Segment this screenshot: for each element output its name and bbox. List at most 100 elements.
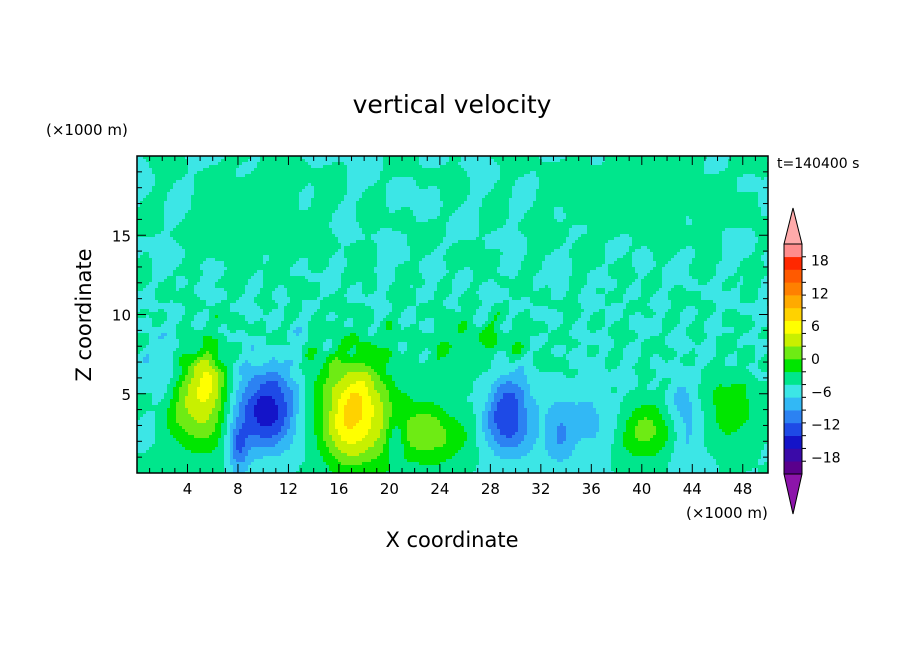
field-cell — [641, 165, 645, 169]
field-cell — [197, 192, 201, 196]
field-cell — [380, 213, 384, 217]
field-cell — [542, 192, 546, 196]
field-cell — [737, 222, 741, 226]
field-cell — [494, 225, 498, 229]
field-cell — [344, 168, 348, 172]
field-cell — [464, 168, 468, 172]
field-cell — [716, 165, 720, 169]
field-cell — [653, 222, 657, 226]
field-cell — [191, 180, 195, 184]
field-cell — [455, 216, 459, 220]
field-cell — [206, 204, 210, 208]
field-cell — [209, 204, 213, 208]
field-cell — [308, 207, 312, 211]
field-cell — [503, 195, 507, 199]
field-cell — [398, 195, 402, 199]
field-cell — [755, 207, 759, 211]
field-cell — [263, 210, 267, 214]
field-cell — [227, 165, 231, 169]
field-cell — [383, 162, 387, 166]
field-cell — [473, 162, 477, 166]
field-cell — [587, 159, 591, 163]
field-cell — [746, 159, 750, 163]
field-cell — [716, 162, 720, 166]
field-cell — [200, 195, 204, 199]
field-cell — [602, 186, 606, 190]
field-cell — [341, 189, 345, 193]
field-cell — [590, 195, 594, 199]
field-cell — [398, 177, 402, 181]
field-cell — [374, 183, 378, 187]
field-cell — [350, 162, 354, 166]
field-cell — [290, 219, 294, 223]
field-cell — [149, 225, 153, 229]
field-cell — [656, 216, 660, 220]
field-cell — [305, 213, 309, 217]
field-cell — [212, 198, 216, 202]
field-cell — [185, 219, 189, 223]
field-cell — [731, 210, 735, 214]
field-cell — [617, 222, 621, 226]
field-cell — [425, 159, 429, 163]
field-cell — [539, 219, 543, 223]
field-cell — [437, 156, 441, 160]
field-cell — [173, 192, 177, 196]
field-cell — [623, 156, 627, 160]
field-cell — [296, 174, 300, 178]
field-cell — [227, 177, 231, 181]
field-cell — [497, 171, 501, 175]
field-cell — [548, 180, 552, 184]
field-cell — [650, 159, 654, 163]
field-cell — [506, 213, 510, 217]
field-cell — [722, 162, 726, 166]
field-cell — [356, 180, 360, 184]
field-cell — [545, 180, 549, 184]
field-cell — [512, 171, 516, 175]
field-cell — [302, 198, 306, 202]
field-cell — [362, 183, 366, 187]
field-cell — [518, 222, 522, 226]
field-cell — [398, 222, 402, 226]
field-cell — [608, 189, 612, 193]
field-cell — [722, 174, 726, 178]
field-cell — [422, 177, 426, 181]
field-cell — [407, 162, 411, 166]
field-cell — [239, 174, 243, 178]
field-cell — [326, 192, 330, 196]
field-cell — [476, 213, 480, 217]
field-cell — [263, 183, 267, 187]
field-cell — [260, 162, 264, 166]
field-cell — [515, 207, 519, 211]
field-cell — [173, 189, 177, 193]
field-cell — [509, 222, 513, 226]
field-cell — [425, 219, 429, 223]
field-cell — [746, 195, 750, 199]
field-cell — [524, 210, 528, 214]
field-cell — [611, 171, 615, 175]
field-cell — [233, 165, 237, 169]
field-cell — [521, 198, 525, 202]
field-cell — [428, 213, 432, 217]
field-cell — [572, 213, 576, 217]
field-cell — [383, 156, 387, 160]
field-cell — [314, 204, 318, 208]
field-cell — [146, 219, 150, 223]
field-cell — [377, 213, 381, 217]
field-cell — [749, 159, 753, 163]
field-cell — [185, 213, 189, 217]
field-cell — [503, 159, 507, 163]
field-cell — [557, 165, 561, 169]
field-cell — [575, 201, 579, 205]
field-cell — [470, 171, 474, 175]
field-cell — [401, 204, 405, 208]
field-cell — [758, 222, 762, 226]
field-cell — [590, 171, 594, 175]
field-cell — [362, 192, 366, 196]
field-cell — [425, 195, 429, 199]
field-cell — [599, 171, 603, 175]
field-cell — [449, 183, 453, 187]
field-cell — [734, 204, 738, 208]
field-cell — [404, 225, 408, 229]
field-cell — [710, 198, 714, 202]
field-cell — [305, 168, 309, 172]
